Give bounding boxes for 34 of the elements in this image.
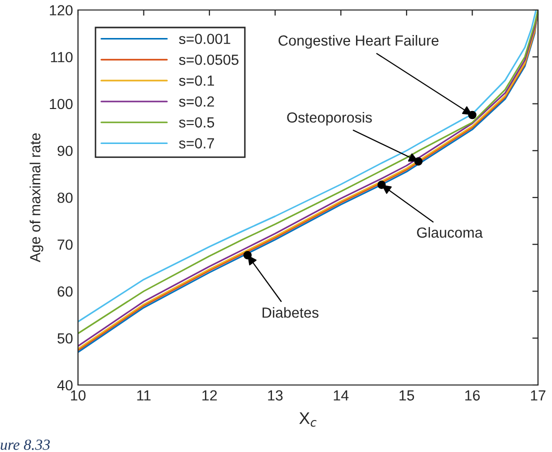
annotation: Diabetes [262,307,318,318]
y-axis-title: Age of maximal rate [30,133,44,262]
point [377,180,386,190]
x-tick-label: 14 [334,390,349,400]
x-tick-label: 10 [71,390,86,401]
annotation: Glaucoma [417,227,483,238]
x-tick-label: 17 [531,390,546,400]
y-tick-label: 80 [58,192,73,203]
y-tick-label: 90 [58,146,73,156]
x-tick-label: 16 [465,390,480,401]
legend-label: s=0.001 [179,34,230,44]
annotation: Osteoporosis [287,112,372,126]
x-tick-label: 11 [137,390,151,400]
point [243,250,252,260]
y-tick-label: 120 [50,5,73,16]
x-tick-label: 12 [202,390,217,400]
y-tick-label: 40 [57,380,73,390]
annotation: Congestive Heart Failure [278,34,438,49]
legend-label: s=0.1 [179,75,214,86]
legend-label: s=0.2 [179,96,214,107]
y-tick-label: 60 [58,286,73,297]
y-tick-label: 50 [58,333,73,344]
x-tick-label: 15 [400,390,414,401]
x-axis-title: X$_{c}$ [299,412,316,427]
y-tick-label: 70 [58,239,73,250]
y-tick-label: 110 [50,52,73,62]
point [414,157,423,166]
legend-label: s=0.5 [179,117,214,128]
point [468,110,476,120]
legend-label: s=0.7 [179,138,214,148]
x-tick-label: 13 [268,390,283,401]
y-tick-label: 100 [50,98,73,110]
text: ure 8.33 [0,440,50,450]
legend-label: s=0.0505 [179,54,238,65]
